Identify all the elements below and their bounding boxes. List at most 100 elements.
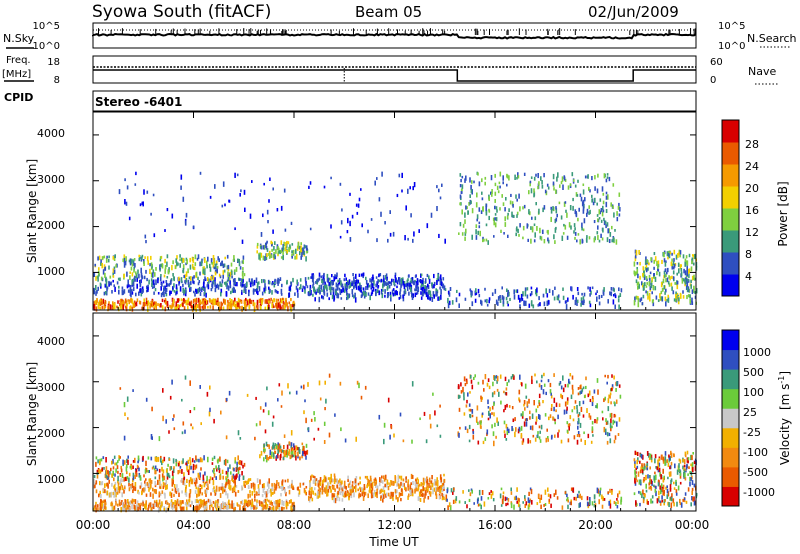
- nave-label: Nave: [748, 65, 776, 78]
- velocity-point: [196, 498, 198, 504]
- power-point: [100, 262, 102, 266]
- power-point: [667, 294, 669, 298]
- power-point: [242, 278, 244, 283]
- velocity-point: [518, 498, 520, 503]
- power-point: [646, 259, 648, 264]
- power-point: [159, 258, 162, 262]
- power-point: [201, 301, 203, 305]
- power-point: [288, 249, 290, 253]
- velocity-point: [120, 465, 122, 470]
- power-point: [526, 294, 529, 299]
- velocity-point: [676, 469, 679, 475]
- power-point: [127, 289, 130, 293]
- velocity-point: [579, 422, 582, 428]
- power-point: [306, 285, 309, 289]
- power-point: [152, 279, 155, 285]
- velocity-point: [381, 480, 384, 484]
- power-point: [140, 267, 142, 274]
- power-point: [98, 300, 101, 305]
- velocity-point: [490, 493, 493, 499]
- velocity-point: [270, 491, 272, 497]
- velocity-point: [374, 492, 377, 497]
- power-point: [428, 296, 430, 300]
- power-point: [203, 297, 206, 303]
- velocity-point: [643, 463, 645, 469]
- power-point: [461, 209, 463, 215]
- velocity-point: [275, 444, 278, 450]
- velocity-point: [93, 507, 95, 512]
- velocity-point: [407, 487, 410, 491]
- power-point: [296, 245, 299, 251]
- power-point: [570, 286, 573, 292]
- power-point: [121, 289, 124, 294]
- velocity-point: [469, 391, 471, 394]
- power-point: [469, 288, 472, 292]
- velocity-point: [553, 397, 556, 403]
- power-point: [146, 256, 149, 262]
- power-point: [488, 210, 491, 213]
- velocity-point: [543, 504, 545, 507]
- power-panel: 4000 3000 2000 1000 Slant Range [km]: [25, 111, 698, 312]
- velocity-point: [668, 454, 670, 458]
- power-point: [580, 302, 582, 307]
- power-point: [582, 189, 585, 195]
- power-point: [180, 298, 183, 302]
- power-point: [507, 303, 509, 307]
- power-point: [323, 272, 325, 277]
- power-point: [372, 277, 375, 282]
- velocity-point: [654, 471, 656, 475]
- velocity-point: [291, 479, 293, 486]
- velocity-point: [216, 467, 218, 472]
- velocity-point: [614, 402, 616, 407]
- power-point: [216, 302, 219, 306]
- power-point: [157, 292, 160, 295]
- power-point: [619, 207, 621, 212]
- power-point: [345, 285, 347, 289]
- velocity-point: [560, 385, 563, 390]
- velocity-point: [603, 398, 605, 403]
- power-point: [663, 285, 666, 290]
- velocity-point: [211, 457, 214, 461]
- power-point: [363, 294, 366, 299]
- velocity-point: [658, 467, 661, 473]
- power-point: [252, 290, 255, 295]
- power-point: [309, 284, 312, 290]
- power-point: [565, 209, 567, 213]
- power-point: [129, 284, 132, 289]
- velocity-point: [355, 476, 358, 480]
- velocity-point: [396, 481, 399, 487]
- power-point: [646, 282, 648, 285]
- power-point: [608, 228, 610, 233]
- velocity-point: [193, 478, 195, 483]
- velocity-point: [561, 395, 564, 400]
- power-point: [661, 296, 664, 302]
- velocity-point: [226, 459, 229, 464]
- velocity-point: [581, 388, 584, 392]
- power-point: [277, 282, 279, 286]
- power-point: [663, 258, 666, 263]
- power-point: [169, 304, 171, 308]
- power-point: [689, 283, 692, 287]
- noise-left-tick-top: 10^5: [33, 21, 60, 32]
- power-point: [448, 300, 451, 306]
- velocity-point: [415, 478, 417, 484]
- velocity-point: [426, 476, 428, 480]
- velocity-point: [219, 504, 222, 508]
- velocity-point: [201, 484, 203, 490]
- velocity-panel: 4000 3000 2000 1000 Slant Range [km] 00:…: [25, 312, 709, 549]
- power-point: [372, 274, 374, 280]
- velocity-point: [160, 458, 162, 463]
- velocity-point: [360, 487, 362, 491]
- velocity-point: [336, 492, 339, 498]
- velocity-point: [190, 423, 192, 427]
- power-point: [260, 305, 262, 311]
- velocity-point: [527, 504, 530, 510]
- power-point: [464, 212, 466, 218]
- power-point: [301, 252, 303, 258]
- velocity-point: [399, 492, 402, 496]
- power-point: [139, 203, 142, 207]
- velocity-point: [618, 384, 621, 388]
- power-point: [691, 260, 693, 264]
- power-point: [390, 281, 393, 286]
- power-point: [577, 217, 579, 222]
